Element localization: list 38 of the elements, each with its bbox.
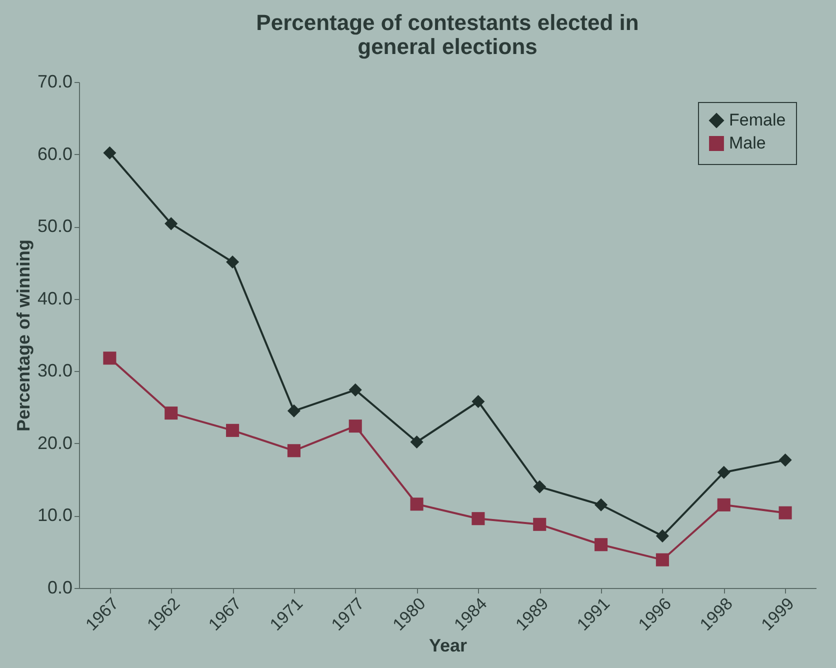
point — [410, 435, 424, 448]
point — [594, 538, 608, 552]
point — [103, 352, 116, 365]
y-tick-label: 60.0 — [37, 144, 72, 164]
text: Percentage of contestants elected in — [256, 10, 639, 35]
point — [778, 506, 792, 520]
point — [348, 383, 362, 396]
y-tick-label: 20.0 — [37, 432, 72, 453]
point — [287, 404, 300, 418]
point — [226, 424, 240, 437]
point — [410, 498, 424, 511]
point — [533, 518, 546, 531]
point — [472, 512, 485, 526]
point — [533, 480, 546, 494]
point — [472, 394, 485, 408]
point — [717, 466, 730, 479]
point — [717, 498, 730, 512]
y-tick-label: 40.0 — [37, 288, 72, 308]
point — [594, 498, 608, 512]
point — [164, 217, 178, 230]
y-tick-label: 10.0 — [37, 505, 72, 526]
y-axis-title: Percentage of winning — [13, 239, 34, 432]
y-tick-label: 30.0 — [37, 360, 72, 381]
x-axis-title: Year — [428, 636, 468, 656]
point — [656, 529, 669, 542]
point — [656, 553, 669, 566]
point — [348, 420, 362, 433]
y-tick-label: 50.0 — [37, 216, 72, 236]
point — [103, 146, 116, 160]
point — [778, 454, 792, 467]
point — [287, 444, 300, 458]
y-tick-label: 70.0 — [37, 72, 72, 92]
y-tick-label: 0.0 — [47, 578, 72, 598]
legend-label: Female — [729, 110, 786, 130]
point — [226, 255, 240, 269]
point — [164, 406, 178, 420]
text: general elections — [358, 34, 538, 59]
legend-label: Male — [729, 134, 766, 152]
